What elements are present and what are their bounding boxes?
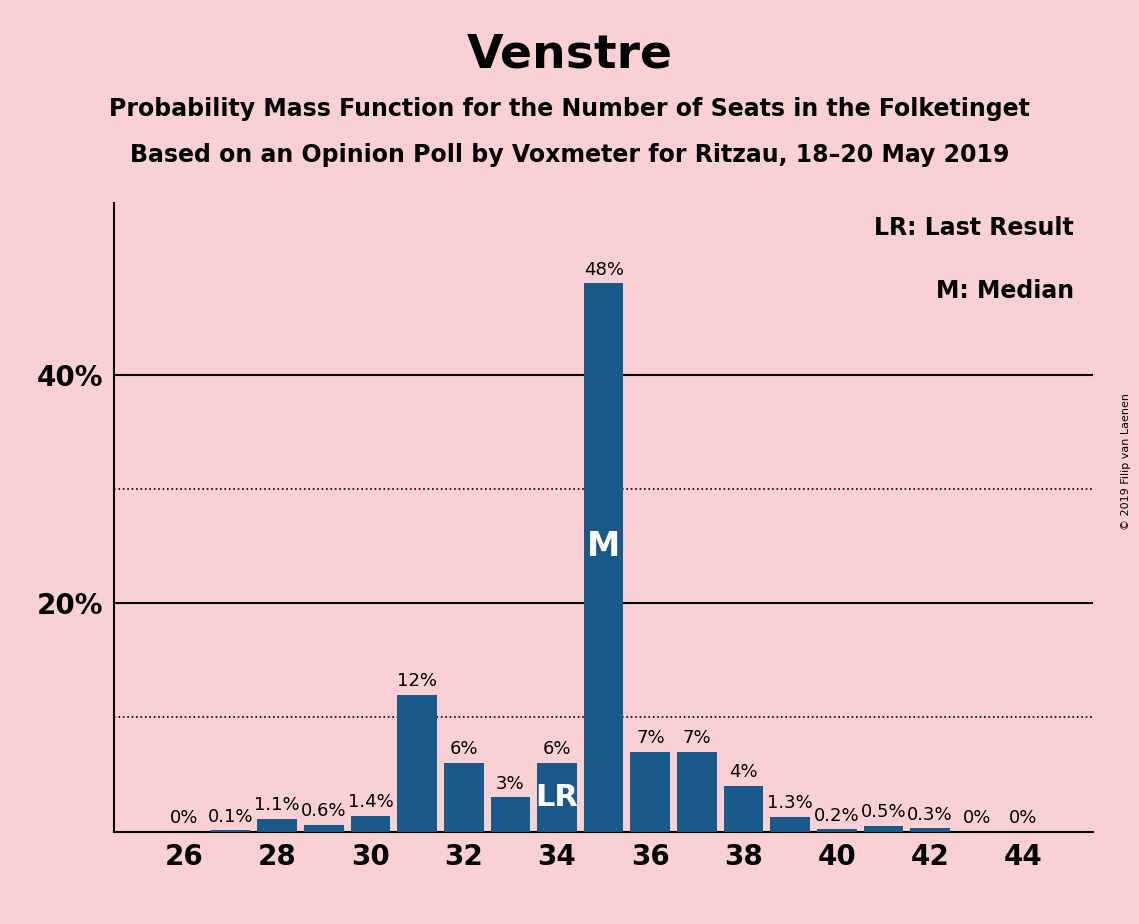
Bar — [631, 751, 670, 832]
Text: 0.1%: 0.1% — [207, 808, 253, 826]
Text: 4%: 4% — [729, 763, 757, 782]
Text: 0.6%: 0.6% — [301, 802, 346, 821]
Bar — [211, 831, 251, 832]
Text: Venstre: Venstre — [467, 32, 672, 78]
Text: 3%: 3% — [497, 774, 525, 793]
Text: 7%: 7% — [636, 729, 665, 748]
Text: LR: LR — [535, 783, 579, 812]
Bar — [538, 763, 576, 832]
Bar — [351, 816, 391, 832]
Text: 6%: 6% — [450, 740, 478, 759]
Text: 1.1%: 1.1% — [254, 796, 300, 814]
Bar — [304, 825, 344, 832]
Text: 0.2%: 0.2% — [814, 807, 860, 825]
Bar — [723, 786, 763, 832]
Text: M: Median: M: Median — [936, 279, 1074, 303]
Bar — [678, 751, 716, 832]
Bar — [257, 819, 297, 832]
Bar — [444, 763, 484, 832]
Text: M: M — [587, 529, 621, 563]
Text: Probability Mass Function for the Number of Seats in the Folketinget: Probability Mass Function for the Number… — [109, 97, 1030, 121]
Text: 1.3%: 1.3% — [768, 795, 813, 812]
Text: Based on an Opinion Poll by Voxmeter for Ritzau, 18–20 May 2019: Based on an Opinion Poll by Voxmeter for… — [130, 143, 1009, 167]
Text: 0.5%: 0.5% — [861, 803, 907, 821]
Text: 0%: 0% — [962, 809, 991, 827]
Text: LR: Last Result: LR: Last Result — [874, 216, 1074, 240]
Bar — [863, 826, 903, 832]
Text: 48%: 48% — [583, 261, 624, 279]
Bar — [398, 695, 437, 832]
Text: 6%: 6% — [543, 740, 572, 759]
Bar — [584, 284, 623, 832]
Bar — [491, 797, 531, 832]
Bar — [770, 817, 810, 832]
Text: 0.3%: 0.3% — [908, 806, 953, 823]
Text: 1.4%: 1.4% — [347, 793, 393, 811]
Text: 7%: 7% — [682, 729, 711, 748]
Bar — [817, 830, 857, 832]
Text: 12%: 12% — [398, 672, 437, 690]
Bar — [910, 828, 950, 832]
Text: 0%: 0% — [1009, 809, 1038, 827]
Text: © 2019 Filip van Laenen: © 2019 Filip van Laenen — [1121, 394, 1131, 530]
Text: 0%: 0% — [170, 809, 198, 827]
